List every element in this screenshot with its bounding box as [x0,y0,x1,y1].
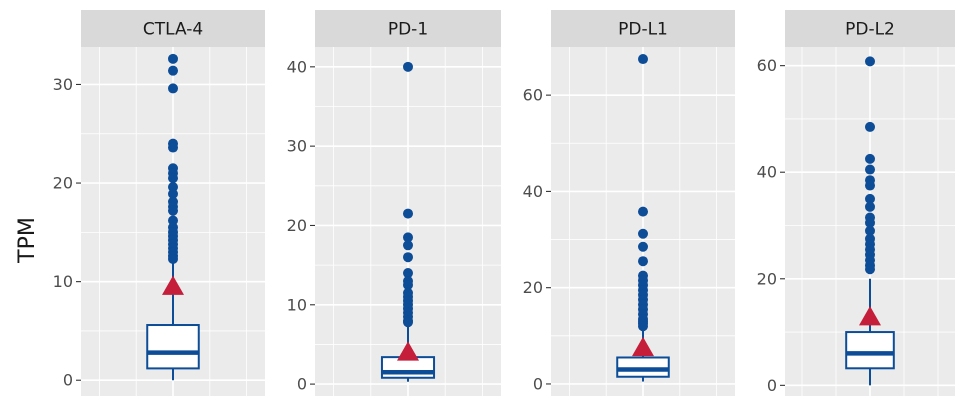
outlier-point [865,217,875,228]
y-tick-label: 10 [287,295,307,314]
outlier-point [403,61,413,72]
outlier-point [865,264,875,275]
outlier-point [403,252,413,263]
box-iqr [146,324,200,370]
y-tick-label: 20 [523,278,543,297]
outlier-point [638,241,648,252]
y-tick-label: 60 [757,56,777,75]
outlier-point [403,208,413,219]
box-iqr [616,356,670,378]
outlier-point [168,188,178,199]
y-tick-label: 20 [757,269,777,288]
facet-1: PD-1 0 10 20 30 40 [287,10,501,396]
y-tick-label: 40 [287,57,307,76]
outlier-point [403,240,413,251]
facet-3: PD-L2 0 20 40 60 [757,10,955,396]
outlier-point [168,53,178,64]
outlier-point [865,164,875,175]
outlier-point [865,193,875,204]
mean-marker [162,275,184,295]
outlier-point [638,321,648,332]
outlier-point [865,180,875,191]
facet-title: PD-L2 [845,20,895,40]
y-tick-label: 40 [523,182,543,201]
y-tick-label: 60 [523,86,543,105]
outlier-point [168,215,178,226]
outlier-point [168,205,178,216]
outlier-point [168,142,178,153]
facet-strip [785,10,955,47]
facet-title: PD-L1 [618,20,668,40]
facet-strip [551,10,735,47]
facet-0: CTLA-4 0 10 20 30 [53,10,265,396]
outlier-point [638,228,648,239]
y-tick-label: 0 [533,374,543,393]
outlier-point [865,225,875,236]
y-tick-label: 20 [287,216,307,235]
outlier-point [403,279,413,290]
outlier-point [865,201,875,212]
outlier-point [638,206,648,217]
facet-panels: CTLA-40102030PD-1010203040PD-L10204060PD… [53,10,955,396]
outlier-point [403,232,413,243]
facet-title: CTLA-4 [143,20,203,40]
mean-marker [859,306,881,326]
y-tick-label: 0 [63,371,73,390]
y-axis-label: TPM [15,217,40,264]
y-tick-label: 30 [287,137,307,156]
y-tick-label: 20 [53,174,73,193]
facet-strip [81,10,265,47]
facet-strip [315,10,501,47]
outlier-point [168,65,178,76]
outlier-point [168,181,178,192]
outlier-point [403,268,413,279]
box-iqr [845,331,895,370]
y-tick-label: 0 [767,376,777,395]
outlier-point [168,83,178,94]
outlier-point [865,121,875,132]
y-tick-label: 40 [757,163,777,182]
y-tick-label: 10 [53,272,73,291]
outlier-point [865,56,875,67]
outlier-point [638,54,648,65]
outlier-point [168,173,178,184]
facet-2: PD-L1 0 20 40 60 [523,10,735,396]
mean-marker [632,336,654,357]
facet-title: PD-1 [388,20,428,40]
outlier-point [168,253,178,264]
outlier-point [403,317,413,328]
outlier-point [638,256,648,267]
y-tick-label: 30 [53,75,73,94]
mean-marker [397,341,419,361]
y-tick-label: 0 [297,375,307,394]
outlier-point [865,153,875,164]
